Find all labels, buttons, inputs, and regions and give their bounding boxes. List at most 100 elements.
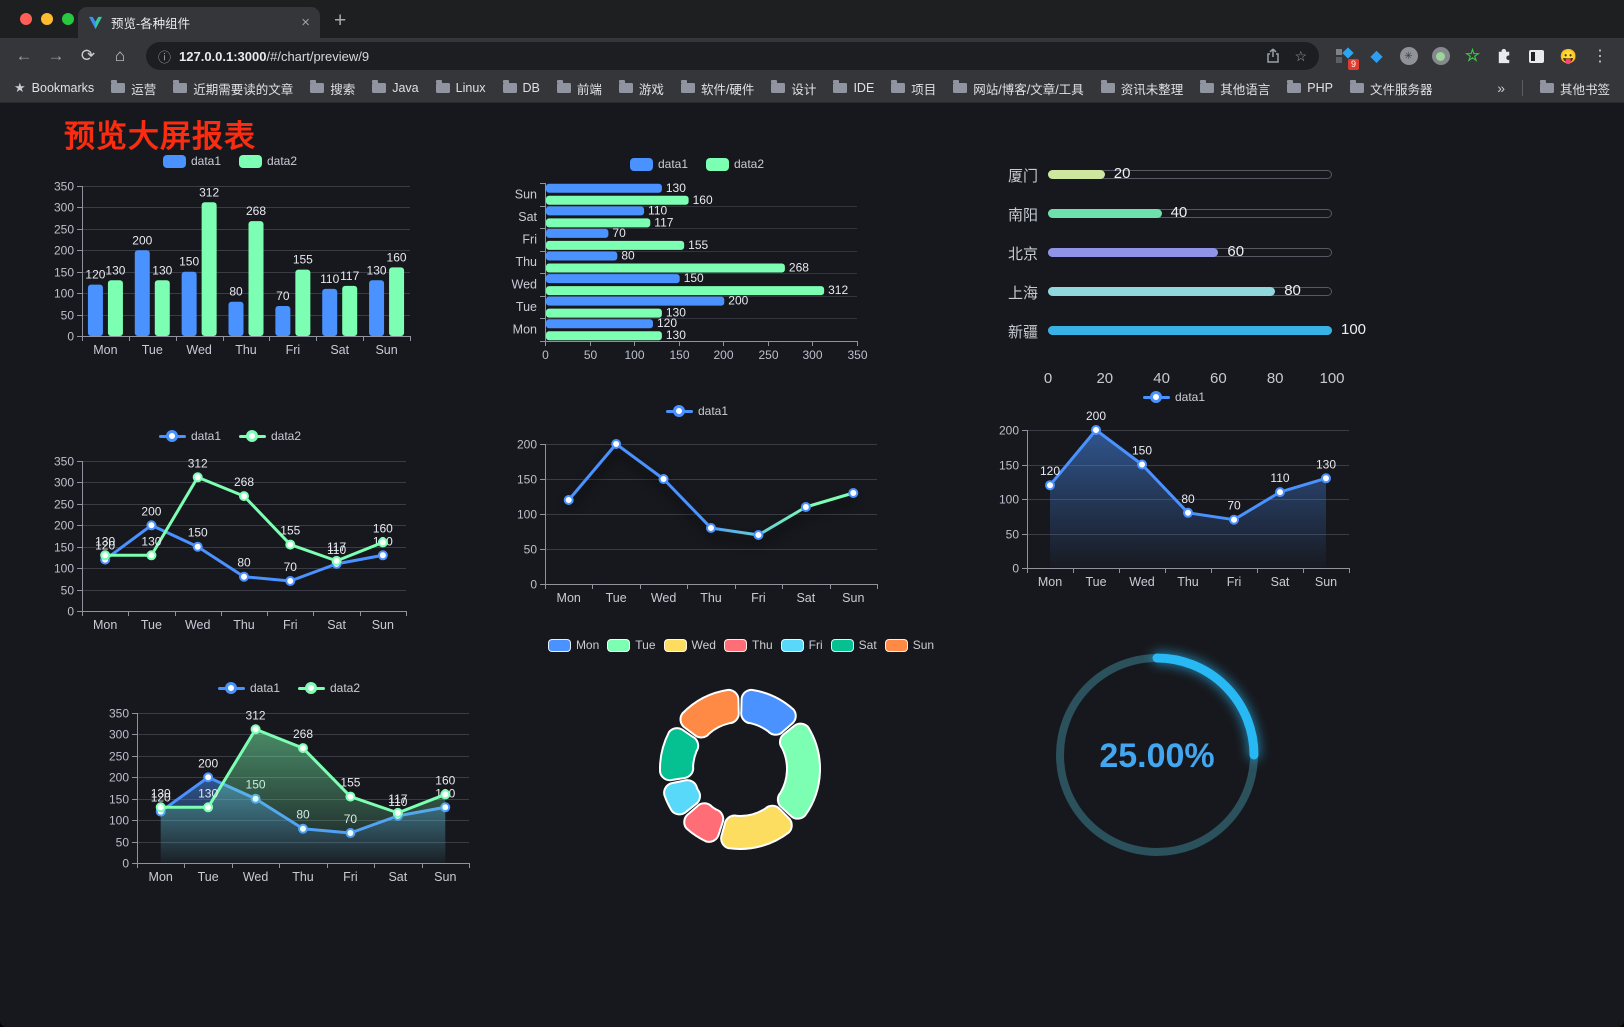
home-icon[interactable]: ⌂ xyxy=(114,46,126,65)
tab-strip: 预览-各种组件 × + xyxy=(0,0,1624,38)
browser-tab[interactable]: 预览-各种组件 × xyxy=(78,7,320,38)
bookmark-item[interactable]: 软件/硬件 xyxy=(680,79,754,98)
extension-dot-icon[interactable] xyxy=(1431,47,1450,66)
legend-marker xyxy=(547,638,571,652)
legend-item[interactable]: Sat xyxy=(830,638,877,652)
chart-donut[interactable]: Mon Tue Wed Thu Fri Sat Sun xyxy=(545,634,937,878)
folder-icon xyxy=(953,80,968,93)
site-info-icon[interactable]: ⓘ xyxy=(158,49,172,65)
svg-text:160: 160 xyxy=(693,193,713,207)
svg-text:155: 155 xyxy=(688,238,708,252)
bookmark-item[interactable]: 网站/博客/文章/工具 xyxy=(953,79,1084,98)
svg-text:Tue: Tue xyxy=(516,300,537,314)
extensions-puzzle-icon[interactable] xyxy=(1495,47,1514,66)
other-bookmarks[interactable]: 其他书签 xyxy=(1539,79,1610,98)
legend-item[interactable]: data1 xyxy=(1142,390,1205,404)
chart-line-two-series[interactable]: data1 data2 0 50 100 150 200 250 300 350 Mon Tue Wed… xyxy=(40,425,420,637)
new-tab-button[interactable]: + xyxy=(334,9,347,32)
share-icon[interactable] xyxy=(1266,48,1280,64)
chart-city-progress[interactable]: 厦门 20 南阳 40 北京 60 上海 80 新疆 100 0 20 40 60 80 100 xyxy=(992,155,1382,387)
svg-text:200: 200 xyxy=(141,504,161,518)
reload-icon[interactable]: ⟳ xyxy=(80,46,96,65)
bookmark-star-icon[interactable]: ☆ xyxy=(1294,47,1307,64)
legend-marker xyxy=(217,682,245,695)
bookmark-item[interactable]: DB xyxy=(502,80,540,95)
legend-label: Tue xyxy=(635,638,656,652)
bookmark-item[interactable]: 项目 xyxy=(891,79,936,98)
dashboard-content: 预览大屏报表 data1 data2 0 50 100 150 200 250 300 350 Mo… xyxy=(0,103,1624,1027)
legend-item[interactable]: data1 xyxy=(217,681,280,695)
back-icon[interactable]: ← xyxy=(15,46,33,65)
bookmarks-overflow-chevron[interactable]: » xyxy=(1497,80,1505,96)
svg-text:70: 70 xyxy=(1227,499,1241,513)
bookmark-item[interactable]: 搜索 xyxy=(310,79,355,98)
legend-item[interactable]: Tue xyxy=(607,638,656,652)
svg-text:130: 130 xyxy=(666,306,686,320)
legend-item[interactable]: Wed xyxy=(663,638,716,652)
chart-bar-horizontal[interactable]: data1 data2 0 50 100 150 200 250 300 350 Mon Tue Wed… xyxy=(503,153,891,367)
address-bar[interactable]: ⓘ 127.0.0.1:3000/#/chart/preview/9 ☆ xyxy=(146,42,1319,70)
svg-text:0: 0 xyxy=(67,330,74,344)
sidebar-toggle-icon[interactable] xyxy=(1527,47,1546,66)
minimize-window-button[interactable] xyxy=(41,13,53,25)
svg-text:110: 110 xyxy=(320,272,339,286)
legend-item[interactable]: data2 xyxy=(298,681,360,695)
svg-text:50: 50 xyxy=(584,348,598,362)
svg-text:150: 150 xyxy=(188,526,208,540)
chart-area-single[interactable]: data1 0 50 100 150 200 Mon Tue Wed Thu Fri Sat Sun 12… xyxy=(985,386,1363,594)
zoom-window-button[interactable] xyxy=(62,13,74,25)
legend-item[interactable]: Mon xyxy=(547,638,599,652)
bookmark-item[interactable]: 设计 xyxy=(771,79,816,98)
svg-text:130: 130 xyxy=(1316,457,1336,471)
legend-marker xyxy=(239,154,262,168)
chart-legend: data1 data2 xyxy=(40,425,420,447)
forward-icon[interactable]: → xyxy=(47,46,65,65)
bookmark-item[interactable]: Linux xyxy=(435,80,486,95)
bookmark-item[interactable]: 近期需要读的文章 xyxy=(173,79,293,98)
pie-slice-Thu xyxy=(683,802,725,843)
extension-grid-icon[interactable]: 9 xyxy=(1335,46,1359,70)
legend-item[interactable]: data2 xyxy=(239,429,301,443)
chart-area-two-series[interactable]: data1 data2 0 50 100 150 200 250 300 350 Mon Tue Wed… xyxy=(95,677,483,889)
bookmark-item[interactable]: 前端 xyxy=(556,79,602,98)
extension-snowflake-icon[interactable]: ✳ xyxy=(1399,47,1418,66)
legend-item[interactable]: data2 xyxy=(706,157,764,171)
pie-slice-Sat xyxy=(659,727,700,782)
bookmark-item[interactable]: 运营 xyxy=(111,79,156,98)
legend-item[interactable]: data1 xyxy=(158,429,221,443)
bookmarks-manager[interactable]: ★ Bookmarks xyxy=(14,80,94,96)
legend-item[interactable]: data1 xyxy=(629,157,688,171)
svg-text:Fri: Fri xyxy=(522,232,537,246)
svg-text:117: 117 xyxy=(654,215,673,229)
legend-item[interactable]: Fri xyxy=(780,638,823,652)
close-window-button[interactable] xyxy=(20,13,32,25)
chart-line-gradient[interactable]: data1 0 50 100 150 200 Mon Tue Wed Thu Fri Sat Sun xyxy=(503,400,891,610)
legend-item[interactable]: Thu xyxy=(723,638,773,652)
bookmark-item[interactable]: 游戏 xyxy=(618,79,664,98)
bookmark-item[interactable]: IDE xyxy=(833,80,874,95)
svg-text:Wed: Wed xyxy=(186,343,212,357)
legend-item[interactable]: data1 xyxy=(162,154,221,168)
legend-label: Sat xyxy=(858,638,877,652)
legend-marker xyxy=(607,638,631,652)
bookmark-item[interactable]: Java xyxy=(372,80,419,95)
svg-text:100: 100 xyxy=(624,348,644,362)
axis-tick-label: 80 xyxy=(1266,370,1284,387)
bookmark-item[interactable]: 其他语言 xyxy=(1200,79,1270,98)
emoji-extension-icon[interactable]: 😛 xyxy=(1559,47,1578,64)
svg-text:50: 50 xyxy=(116,836,130,850)
bookmark-item[interactable]: 文件服务器 xyxy=(1349,79,1432,98)
bookmark-item[interactable]: 资讯未整理 xyxy=(1100,79,1183,98)
chart-bar-vertical[interactable]: data1 data2 0 50 100 150 200 250 300 350 Mon Tue Wed… xyxy=(40,150,420,362)
extension-star-icon[interactable]: ☆ xyxy=(1464,46,1481,65)
legend-item[interactable]: data1 xyxy=(665,404,728,418)
svg-text:50: 50 xyxy=(61,584,75,598)
tab-close-icon[interactable]: × xyxy=(301,14,310,31)
chart-gauge[interactable]: 25.00% xyxy=(1038,636,1276,874)
browser-menu-icon[interactable]: ⋮ xyxy=(1592,48,1608,65)
bookmark-item[interactable]: PHP xyxy=(1287,80,1333,95)
legend-item[interactable]: data2 xyxy=(239,154,297,168)
extension-gem-icon[interactable]: ◆ xyxy=(1370,48,1383,65)
legend-item[interactable]: Sun xyxy=(884,638,934,652)
